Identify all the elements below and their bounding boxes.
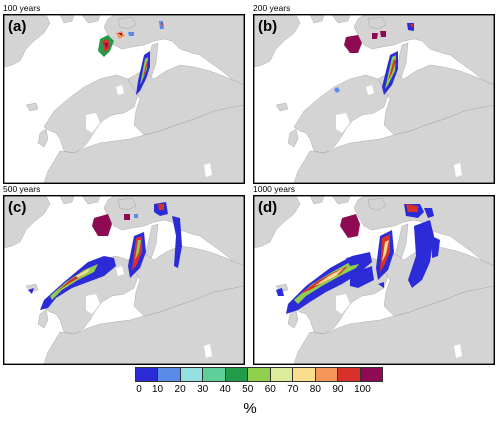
colorbar (135, 367, 383, 382)
colorbar-tick-80: 80 (309, 384, 321, 395)
colorbar-tick-20: 20 (174, 384, 186, 395)
colorbar-ticks: 0 10 20 30 40 50 60 70 80 90 100 (135, 384, 383, 396)
colorbar-tick-0: 0 (136, 384, 142, 395)
panel-d-label: (d) (258, 199, 278, 216)
panel-a-label: (a) (8, 18, 27, 35)
panel-a-title: 100 years (3, 3, 41, 13)
panel-b-label: (b) (258, 18, 278, 35)
ice-patches-b (334, 23, 414, 95)
ice-patches-d (276, 204, 440, 314)
colorbar-tick-40: 40 (219, 384, 231, 395)
colorbar-swatch-0 (136, 368, 159, 381)
map-a (4, 15, 244, 183)
colorbar-swatch-8 (315, 368, 339, 381)
map-b (254, 15, 494, 183)
colorbar-swatch-2 (180, 368, 204, 381)
map-panel-d: (d) (253, 195, 495, 365)
colorbar-tick-10: 10 (151, 384, 164, 395)
colorbar-swatch-5 (248, 368, 271, 381)
map-panel-a: (a) (3, 14, 245, 184)
colorbar-swatch-9 (338, 368, 361, 381)
map-panel-c: (c) (3, 195, 245, 365)
panel-d-title: 1000 years (253, 184, 296, 194)
colorbar-tick-60: 60 (264, 384, 276, 395)
colorbar-swatch-1 (158, 368, 181, 381)
colorbar-tick-30: 30 (197, 384, 209, 395)
ice-patches-c (28, 202, 182, 310)
colorbar-tick-70: 70 (287, 384, 299, 395)
map-panel-b: (b) (253, 14, 495, 184)
panel-c-title: 500 years (3, 184, 41, 194)
map-c (4, 196, 244, 364)
map-d (254, 196, 494, 364)
ice-patches-a (98, 21, 164, 95)
colorbar-swatch-4 (225, 368, 249, 381)
colorbar-unit: % (243, 400, 257, 417)
colorbar-tick-50: 50 (242, 384, 254, 395)
panel-b-title: 200 years (253, 3, 291, 13)
colorbar-tick-90: 90 (332, 384, 344, 395)
colorbar-swatch-7 (293, 368, 316, 381)
panel-c-label: (c) (8, 199, 27, 216)
colorbar-swatch-3 (203, 368, 226, 381)
colorbar-swatch-6 (270, 368, 294, 381)
colorbar-swatch-10 (360, 368, 382, 381)
colorbar-tick-100: 100 (354, 384, 371, 395)
